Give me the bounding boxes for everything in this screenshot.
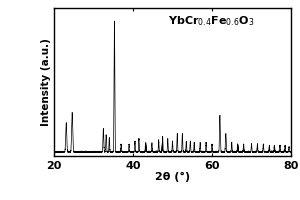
X-axis label: 2θ (°): 2θ (°) (155, 172, 190, 182)
Text: YbCr$_{0.4}$Fe$_{0.6}$O$_3$: YbCr$_{0.4}$Fe$_{0.6}$O$_3$ (168, 14, 254, 28)
Y-axis label: Intensity (a.u.): Intensity (a.u.) (41, 38, 51, 126)
